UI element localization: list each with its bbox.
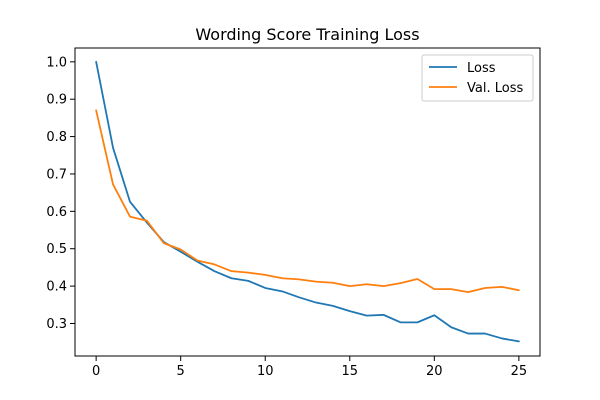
y-tick-label: 0.7 <box>46 167 67 182</box>
legend-label-loss: Loss <box>467 61 496 76</box>
y-tick-label: 0.6 <box>46 205 67 220</box>
x-tick-label: 5 <box>177 364 185 379</box>
chart-title: Wording Score Training Loss <box>195 25 419 44</box>
x-tick-label: 15 <box>341 364 358 379</box>
series-line-loss <box>95 60 520 343</box>
series-line-val-loss <box>95 109 520 293</box>
legend: Loss Val. Loss <box>421 54 534 102</box>
series-layer <box>95 60 520 343</box>
y-tick-label: 0.5 <box>46 242 67 257</box>
axis-layer: 0 5 10 15 20 25 0.3 0.4 0.5 0.6 0.7 0.8 0.9 1.0 <box>46 55 527 379</box>
x-tick-label: 10 <box>257 364 274 379</box>
x-tick-label: 0 <box>92 364 100 379</box>
y-tick-label: 0.9 <box>46 93 67 108</box>
y-tick-label: 0.4 <box>46 280 67 295</box>
legend-label-val-loss: Val. Loss <box>467 81 523 96</box>
y-tick-label: 0.3 <box>46 317 67 332</box>
y-tick-label: 0.8 <box>46 130 67 145</box>
plot-area-frame <box>74 47 541 357</box>
x-tick-label: 25 <box>511 364 528 379</box>
y-tick-label: 1.0 <box>46 55 67 70</box>
x-tick-label: 20 <box>426 364 443 379</box>
